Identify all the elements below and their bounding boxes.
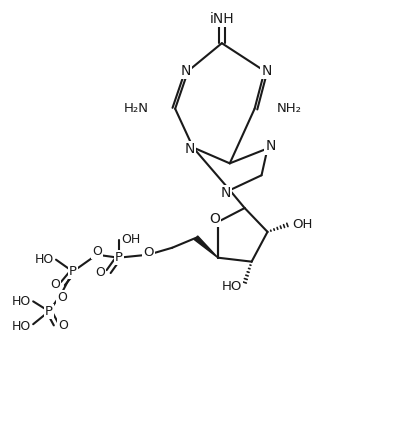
Text: O: O [58, 319, 68, 332]
Text: O: O [95, 266, 105, 279]
Text: H₂N: H₂N [123, 102, 149, 115]
Text: N: N [261, 64, 272, 78]
Text: P: P [45, 305, 53, 318]
Text: N: N [185, 142, 195, 156]
Text: N: N [265, 139, 276, 153]
Text: O: O [143, 246, 154, 259]
Text: NH₂: NH₂ [276, 102, 301, 115]
Text: P: P [69, 265, 77, 278]
Text: N: N [181, 64, 191, 78]
Text: P: P [115, 251, 122, 264]
Text: OH: OH [122, 233, 141, 246]
Text: HO: HO [12, 295, 31, 308]
Text: O: O [209, 212, 220, 226]
Text: HO: HO [35, 253, 54, 266]
Text: O: O [57, 291, 67, 304]
Text: O: O [50, 278, 60, 291]
Text: HO: HO [12, 320, 31, 333]
Text: O: O [92, 245, 102, 258]
Text: OH: OH [292, 218, 313, 231]
Polygon shape [194, 236, 218, 258]
Text: N: N [221, 186, 231, 200]
Text: iNH: iNH [209, 12, 234, 26]
Text: HO: HO [221, 280, 242, 293]
